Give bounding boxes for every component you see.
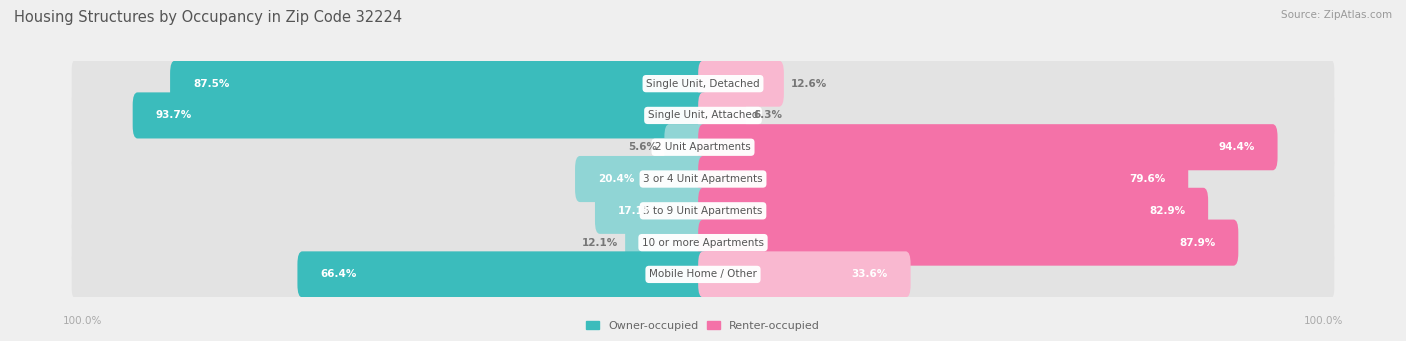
Text: 2 Unit Apartments: 2 Unit Apartments: [655, 142, 751, 152]
FancyBboxPatch shape: [72, 92, 1334, 139]
Text: 10 or more Apartments: 10 or more Apartments: [643, 238, 763, 248]
Legend: Owner-occupied, Renter-occupied: Owner-occupied, Renter-occupied: [581, 316, 825, 336]
FancyBboxPatch shape: [699, 220, 1239, 266]
Text: 100.0%: 100.0%: [63, 315, 103, 326]
FancyBboxPatch shape: [626, 220, 707, 266]
FancyBboxPatch shape: [298, 251, 707, 297]
FancyBboxPatch shape: [699, 124, 1278, 170]
Text: 87.9%: 87.9%: [1180, 238, 1215, 248]
Text: 12.6%: 12.6%: [792, 79, 827, 89]
FancyBboxPatch shape: [72, 251, 1334, 298]
Text: 12.1%: 12.1%: [582, 238, 617, 248]
FancyBboxPatch shape: [699, 156, 1188, 202]
FancyBboxPatch shape: [699, 188, 1208, 234]
FancyBboxPatch shape: [72, 60, 1334, 107]
Text: 3 or 4 Unit Apartments: 3 or 4 Unit Apartments: [643, 174, 763, 184]
Text: 79.6%: 79.6%: [1129, 174, 1166, 184]
Text: 33.6%: 33.6%: [852, 269, 887, 279]
Text: 82.9%: 82.9%: [1149, 206, 1185, 216]
FancyBboxPatch shape: [132, 92, 707, 138]
Text: Source: ZipAtlas.com: Source: ZipAtlas.com: [1281, 10, 1392, 20]
Text: Single Unit, Detached: Single Unit, Detached: [647, 79, 759, 89]
Text: 5.6%: 5.6%: [628, 142, 657, 152]
Text: 5 to 9 Unit Apartments: 5 to 9 Unit Apartments: [644, 206, 762, 216]
FancyBboxPatch shape: [575, 156, 707, 202]
Text: 6.3%: 6.3%: [754, 110, 782, 120]
FancyBboxPatch shape: [665, 124, 707, 170]
Text: 17.1%: 17.1%: [617, 206, 654, 216]
Text: 66.4%: 66.4%: [321, 269, 357, 279]
FancyBboxPatch shape: [699, 61, 785, 107]
FancyBboxPatch shape: [72, 219, 1334, 266]
FancyBboxPatch shape: [699, 92, 745, 138]
Text: Mobile Home / Other: Mobile Home / Other: [650, 269, 756, 279]
FancyBboxPatch shape: [72, 123, 1334, 171]
FancyBboxPatch shape: [699, 251, 911, 297]
FancyBboxPatch shape: [72, 187, 1334, 235]
FancyBboxPatch shape: [72, 155, 1334, 203]
FancyBboxPatch shape: [595, 188, 707, 234]
Text: 87.5%: 87.5%: [193, 79, 229, 89]
FancyBboxPatch shape: [170, 61, 707, 107]
Text: 20.4%: 20.4%: [598, 174, 634, 184]
Text: Single Unit, Attached: Single Unit, Attached: [648, 110, 758, 120]
Text: 100.0%: 100.0%: [1303, 315, 1343, 326]
Text: 94.4%: 94.4%: [1218, 142, 1254, 152]
Text: Housing Structures by Occupancy in Zip Code 32224: Housing Structures by Occupancy in Zip C…: [14, 10, 402, 25]
Text: 93.7%: 93.7%: [156, 110, 191, 120]
